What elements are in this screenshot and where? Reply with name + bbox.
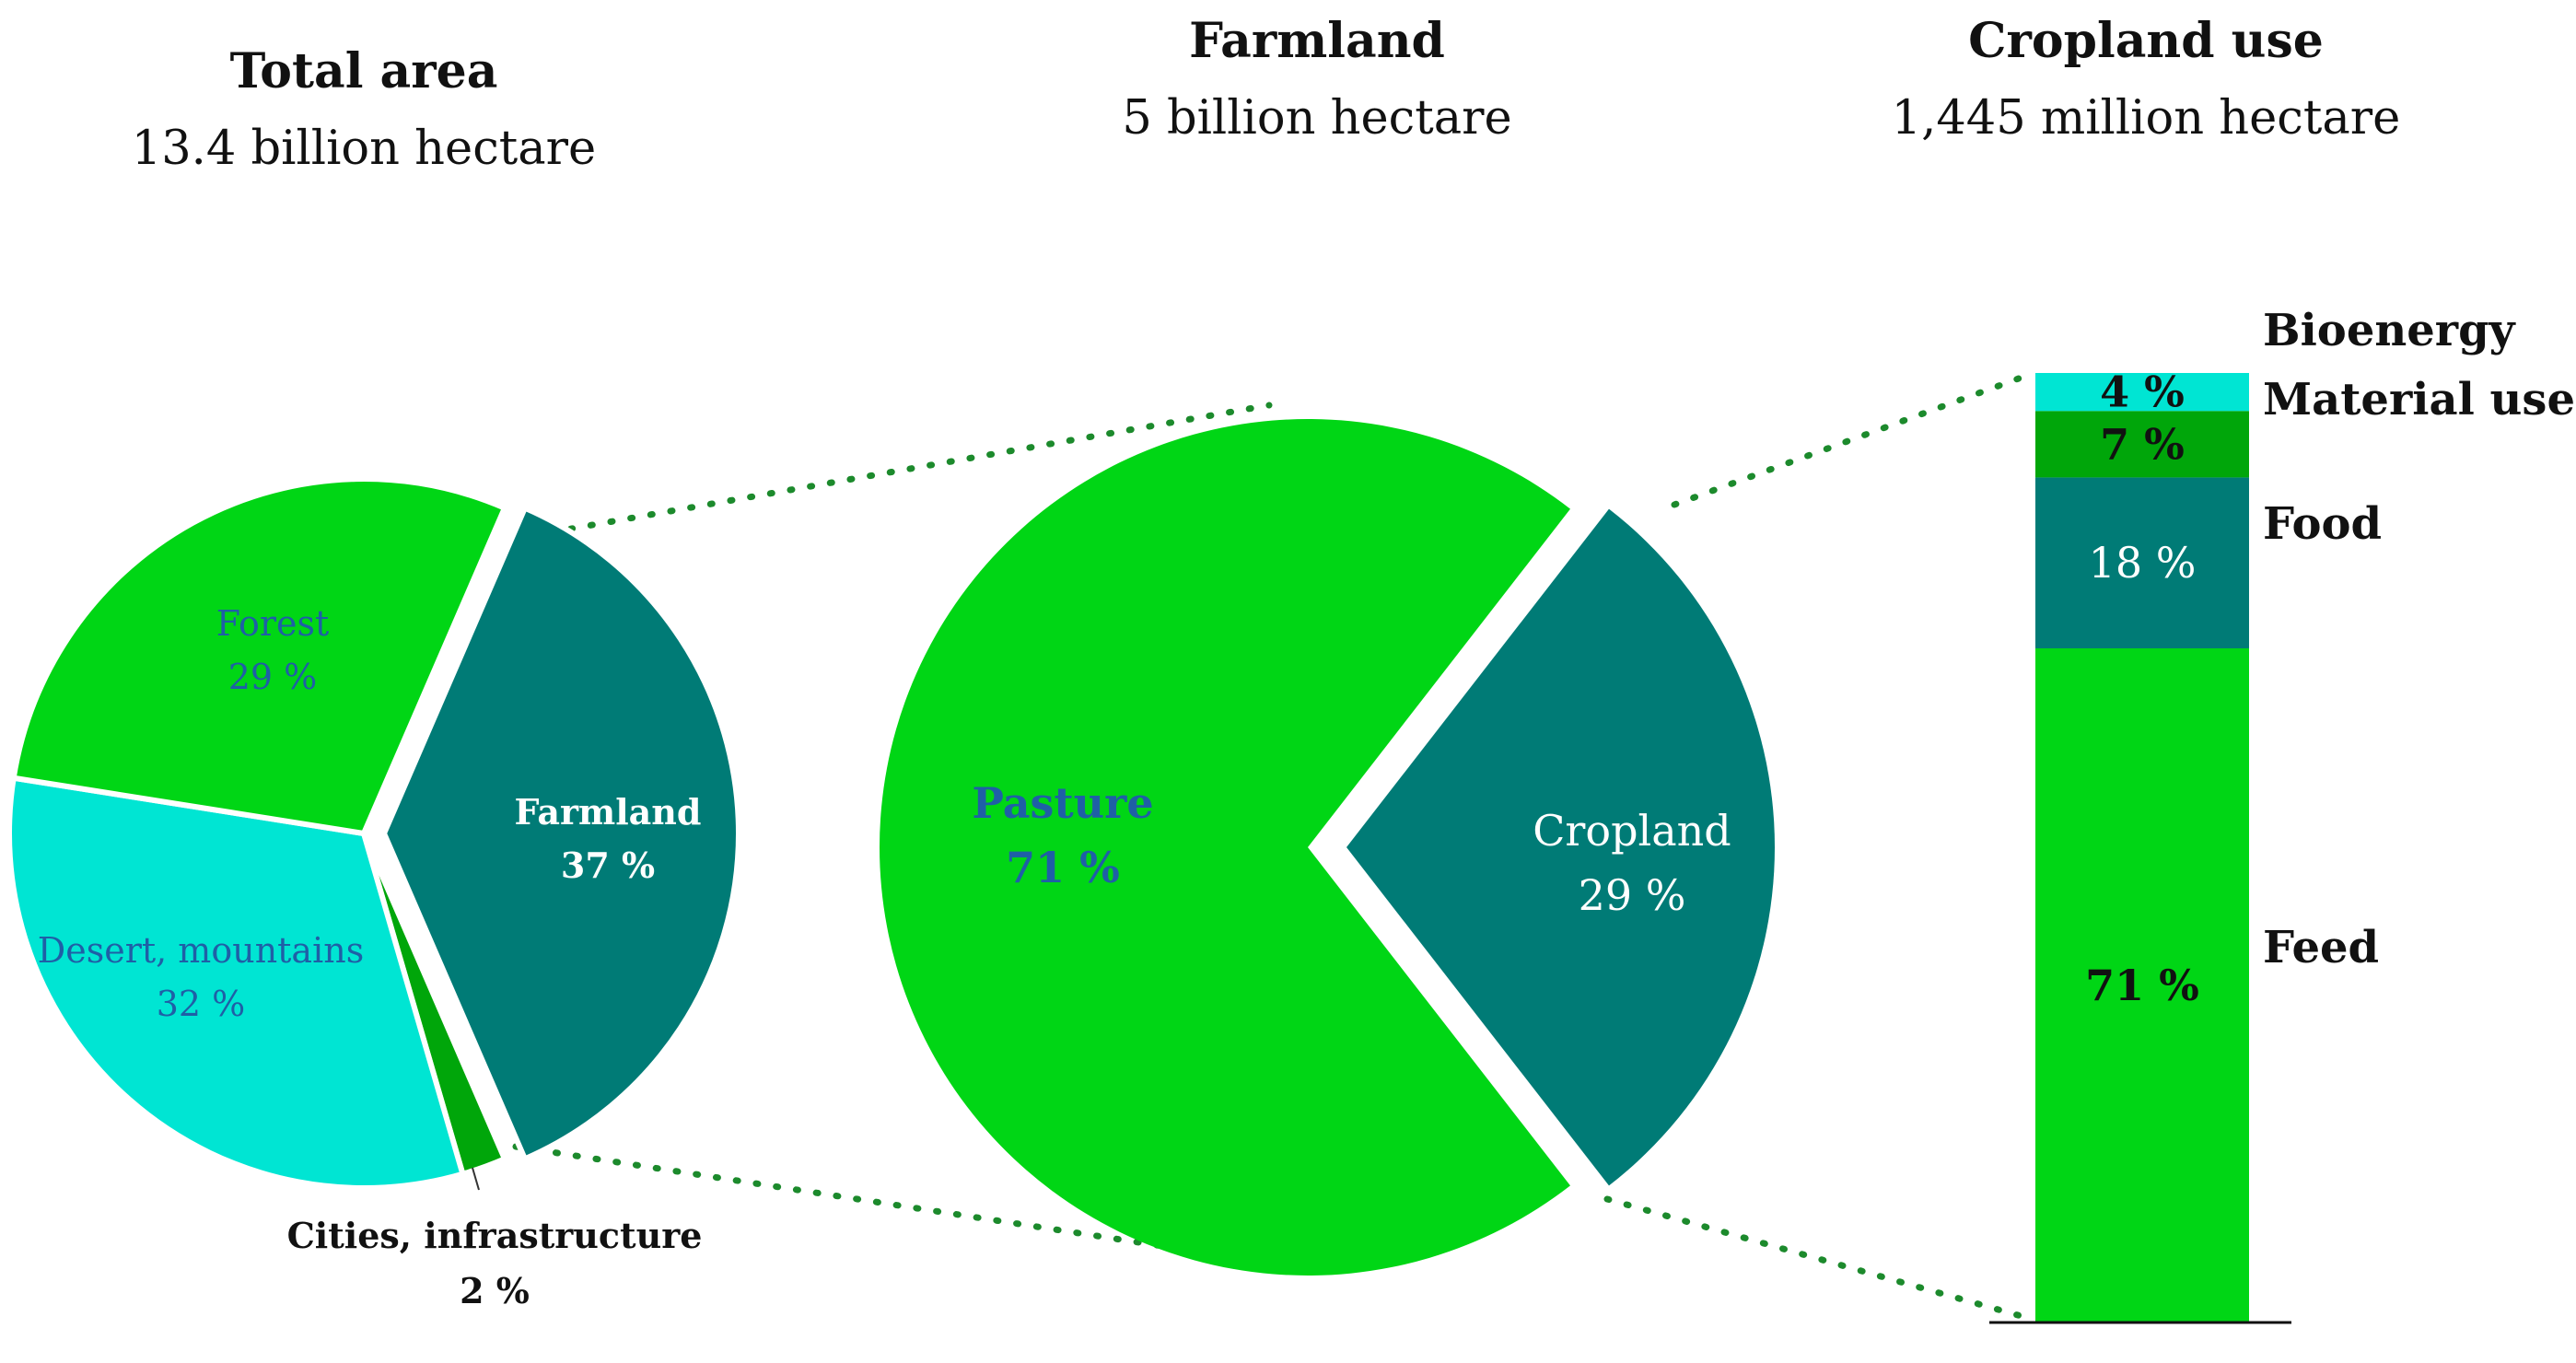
farmland-subtitle: 5 billion hectare [1122, 91, 1511, 146]
cropland-use-bar: 71 % 18 % 7 %4 % Feed Food Material use Bioene… [1989, 305, 2575, 1324]
cities-leader-line [472, 1167, 480, 1191]
bar-label-material-use: Material use [2263, 374, 2575, 425]
bar-segment-food [2035, 477, 2249, 648]
total-area-title: Total area [230, 43, 498, 99]
bar-segment-bioenergy [2035, 373, 2249, 412]
slice-label-pasture: Pasture [972, 778, 1153, 828]
cities-pct: 2 % [460, 1270, 530, 1311]
slice-desert-mountains [6, 775, 467, 1191]
cropland-use-subtitle: 1,445 million hectare [1892, 91, 2401, 146]
slice-farmland [380, 504, 741, 1163]
bar-segment-feed [2035, 647, 2249, 1322]
slice-label-cropland: Cropland [1533, 806, 1731, 856]
slice-pct-forest: 29 % [228, 657, 318, 697]
slice-pct-desert-mountains: 32 % [157, 984, 246, 1024]
slice-label-forest: Forest [216, 603, 330, 644]
bar-pct-material-use: 7 % [2100, 419, 2185, 469]
slice-label-farmland: Farmland [514, 791, 701, 833]
total-area-pie: Farmland 37 % Desert, mountains 32 % Forest 2… [6, 476, 741, 1191]
cities-label: Cities, infrastructure [287, 1215, 703, 1256]
cropland-use-title: Cropland use [1968, 13, 2324, 69]
bar-pct-bioenergy: 4 % [2100, 367, 2185, 417]
bar-pct-food: 18 % [2089, 538, 2197, 588]
bar-label-food: Food [2263, 498, 2382, 550]
bar-pct-feed: 71 % [2085, 961, 2199, 1010]
farmland-pie: Cropland 29 % Pasture 71 % [880, 419, 1776, 1276]
connector-line-4 [1603, 1195, 2028, 1321]
total-area-subtitle: 13.4 billion hectare [132, 122, 596, 176]
connector-line-3 [1671, 372, 2030, 508]
bar-label-feed: Feed [2263, 922, 2379, 973]
slice-cropland [1346, 508, 1776, 1186]
bar-label-bioenergy: Bioenergy [2263, 305, 2517, 356]
slice-label-desert-mountains: Desert, mountains [38, 930, 364, 971]
bar-segment-material-use [2035, 411, 2249, 478]
farmland-title: Farmland [1189, 13, 1445, 69]
slice-pasture [880, 419, 1571, 1276]
slice-pct-farmland: 37 % [561, 845, 655, 886]
slice-forest [10, 476, 508, 837]
slice-pct-pasture: 71 % [1006, 843, 1120, 892]
slice-pct-cropland: 29 % [1579, 870, 1686, 920]
connector-line-1 [547, 402, 1273, 536]
